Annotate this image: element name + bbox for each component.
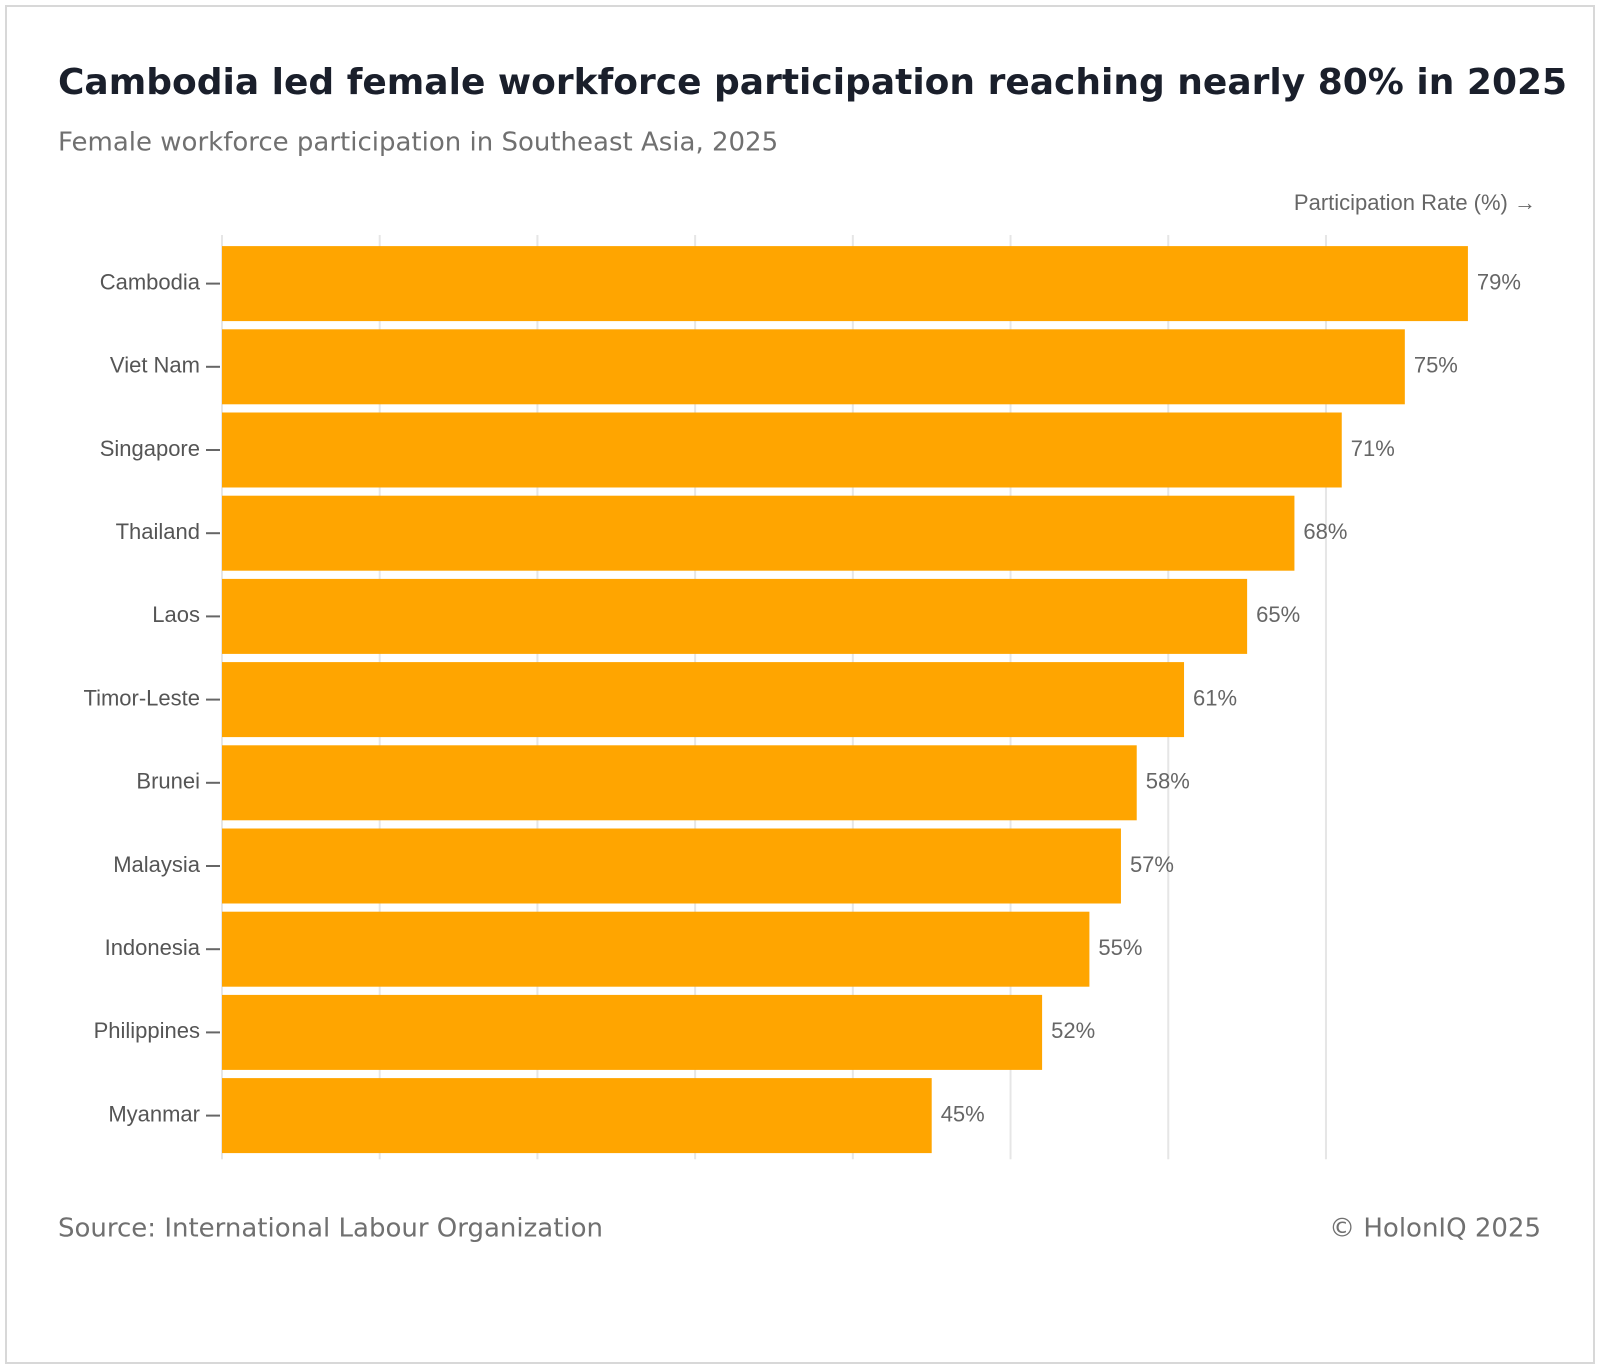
value-label: 71% <box>1351 436 1395 461</box>
bar <box>222 662 1185 738</box>
y-tick-label: Philippines <box>94 1018 200 1043</box>
bar <box>222 412 1342 488</box>
x-axis-label: Participation Rate (%) → <box>1294 190 1536 215</box>
bar <box>222 911 1090 987</box>
value-label: 68% <box>1303 519 1347 544</box>
chart-subtitle: Female workforce participation in Southe… <box>58 128 778 158</box>
bar <box>222 1078 932 1154</box>
value-label: 57% <box>1130 852 1174 877</box>
y-tick-label: Indonesia <box>105 935 201 960</box>
credit: © HolonIQ 2025 <box>1329 1214 1541 1244</box>
bar <box>222 246 1468 322</box>
y-tick-label: Singapore <box>100 436 200 461</box>
y-tick-label: Brunei <box>136 769 200 794</box>
value-label: 55% <box>1098 935 1142 960</box>
y-tick-label: Viet Nam <box>110 353 200 378</box>
value-label: 58% <box>1146 769 1190 794</box>
bar <box>222 828 1121 904</box>
bar <box>222 495 1295 571</box>
source: Source: International Labour Organizatio… <box>58 1214 603 1244</box>
bar <box>222 578 1248 654</box>
bar <box>222 745 1137 821</box>
bar <box>222 329 1405 405</box>
value-label: 79% <box>1477 269 1521 294</box>
bar <box>222 994 1043 1070</box>
value-label: 45% <box>941 1101 985 1126</box>
y-tick-label: Myanmar <box>108 1101 200 1126</box>
y-tick-label: Malaysia <box>113 852 201 877</box>
y-tick-label: Cambodia <box>100 269 201 294</box>
value-label: 61% <box>1193 685 1237 710</box>
value-label: 52% <box>1051 1018 1095 1043</box>
value-label: 65% <box>1256 602 1300 627</box>
y-tick-label: Thailand <box>116 519 200 544</box>
y-tick-label: Laos <box>152 602 200 627</box>
chart-title: Cambodia led female workforce participat… <box>58 62 1567 103</box>
y-tick-label: Timor-Leste <box>83 685 200 710</box>
value-label: 75% <box>1414 353 1458 378</box>
